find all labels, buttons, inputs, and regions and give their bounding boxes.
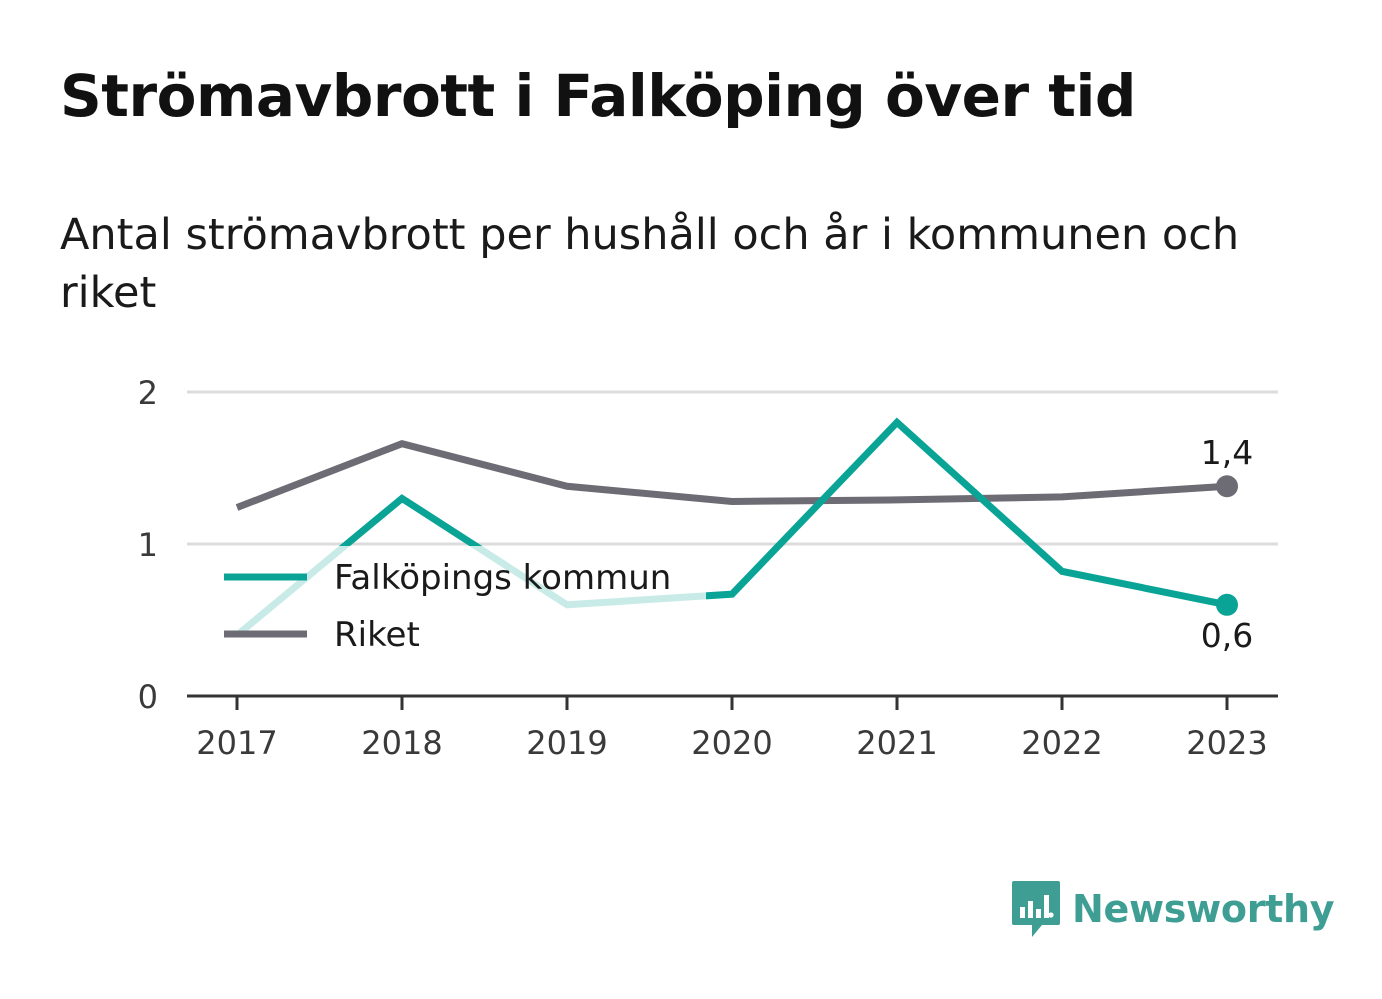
legend: Falköpings kommun Riket bbox=[208, 546, 706, 658]
y-tick-label: 1 bbox=[138, 526, 158, 564]
brand: Newsworthy bbox=[1010, 878, 1335, 940]
x-tick-label: 2021 bbox=[856, 724, 937, 762]
x-tick-label: 2018 bbox=[361, 724, 442, 762]
chart-title: Strömavbrott i Falköping över tid bbox=[60, 62, 1136, 130]
series-line-kommun bbox=[234, 417, 1228, 638]
chart-subtitle: Antal strömavbrott per hushåll och år i … bbox=[60, 210, 1240, 318]
x-tick-label: 2023 bbox=[1186, 724, 1267, 762]
point-riket-2023 bbox=[1216, 475, 1238, 498]
data-label-riket: 1,4 bbox=[1201, 433, 1253, 472]
x-tick-label: 2022 bbox=[1021, 724, 1102, 762]
x-tick-label: 2019 bbox=[526, 724, 607, 762]
y-tick-label: 2 bbox=[138, 374, 158, 412]
newsworthy-logo-icon bbox=[1012, 881, 1060, 937]
x-tick-label: 2017 bbox=[196, 724, 277, 762]
legend-label-kommun: Falköpings kommun bbox=[334, 558, 671, 598]
brand-name: Newsworthy bbox=[1072, 887, 1335, 931]
point-kommun-2023 bbox=[1216, 593, 1238, 616]
x-tick-label: 2020 bbox=[691, 724, 772, 762]
legend-background bbox=[208, 546, 706, 658]
series-line-riket bbox=[235, 440, 1228, 511]
y-tick-label: 0 bbox=[138, 678, 158, 716]
legend-label-riket: Riket bbox=[334, 615, 420, 655]
data-label-kommun: 0,6 bbox=[1201, 616, 1253, 655]
